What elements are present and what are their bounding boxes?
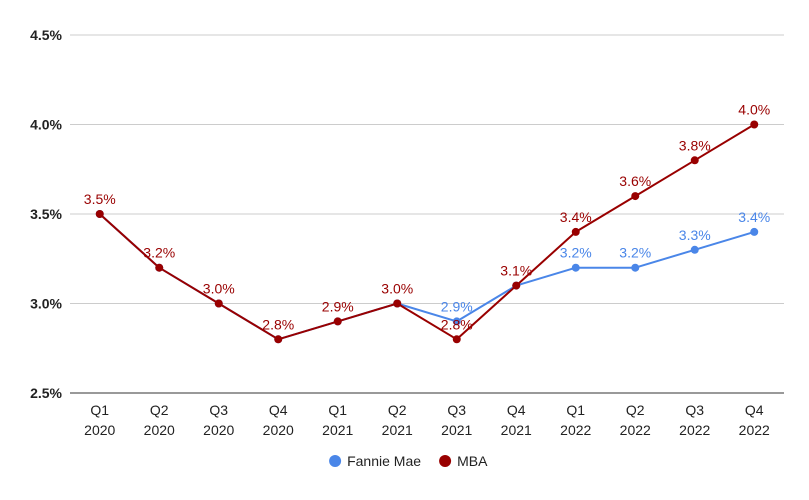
fannie-mae-data-label: 3.3%: [679, 227, 711, 243]
mba-point: [95, 210, 104, 218]
x-tick-label: 2020: [263, 422, 294, 438]
fannie-mae-point: [690, 245, 699, 254]
x-tick-label: Q1: [90, 402, 109, 418]
x-tick-label: Q3: [209, 402, 228, 418]
x-tick-label: 2022: [560, 422, 591, 438]
y-tick-label: 3.0%: [30, 296, 62, 312]
x-tick-label: 2021: [501, 422, 532, 438]
mba-point: [750, 120, 759, 129]
data-labels: 2.9% 3.2% 3.2% 3.3% 3.4% 3.5% 3.2% 3.0% 2.8% 2.9%…: [84, 102, 770, 333]
fannie-mae-point: [571, 263, 580, 272]
mba-point: [274, 335, 283, 344]
legend: Fannie Mae MBA: [329, 453, 488, 469]
x-tick-label: 2021: [382, 422, 413, 438]
fannie-mae-point: [631, 263, 640, 272]
mba-point: [393, 299, 402, 308]
mba-data-label: 3.6%: [619, 173, 651, 189]
mba-data-label: 2.8%: [262, 316, 294, 332]
fannie-mae-legend-marker: [329, 455, 342, 467]
mba-point: [571, 227, 580, 236]
fannie-mae-point: [452, 317, 461, 326]
y-axis: 2.5% 3.0% 3.5% 4.0% 4.5%: [30, 27, 62, 401]
x-tick-label: Q1: [566, 402, 585, 418]
x-tick-label: 2020: [203, 422, 234, 438]
x-tick-label: Q3: [447, 402, 466, 418]
mba-point: [690, 156, 699, 165]
x-tick-label: 2020: [84, 422, 115, 438]
x-tick-label: 2021: [322, 422, 353, 438]
y-tick-label: 4.5%: [30, 27, 62, 43]
mba-data-label: 2.9%: [322, 298, 354, 314]
x-tick-label: 2022: [679, 422, 710, 438]
mba-point: [155, 263, 164, 272]
mba-data-label: 3.5%: [84, 191, 116, 207]
x-tick-label: Q4: [745, 402, 764, 418]
x-tick-label: 2021: [441, 422, 472, 438]
mba-legend-label: MBA: [457, 453, 488, 469]
x-tick-label: Q4: [269, 402, 288, 418]
mba-point: [631, 192, 640, 201]
mba-data-label: 4.0%: [738, 102, 770, 118]
x-tick-label: 2020: [144, 422, 175, 438]
mba-point: [214, 299, 223, 308]
x-tick-label: Q4: [507, 402, 526, 418]
x-axis: Q1 2020 Q2 2020 Q3 2020 Q4 2020 Q1 2021 Q2 2021 Q3 20…: [84, 402, 770, 438]
mba-data-label: 2.8%: [441, 316, 473, 332]
mba-data-label: 3.0%: [381, 281, 413, 297]
y-tick-label: 2.5%: [30, 385, 62, 401]
fannie-mae-legend-label: Fannie Mae: [347, 453, 421, 469]
fannie-mae-point: [750, 227, 759, 236]
mba-point: [333, 317, 342, 326]
x-tick-label: Q2: [388, 402, 407, 418]
mba-data-label: 3.1%: [500, 263, 532, 279]
x-tick-label: Q2: [626, 402, 645, 418]
gridlines: [70, 34, 784, 394]
mba-data-label: 3.8%: [679, 137, 711, 153]
mba-data-label: 3.2%: [143, 245, 175, 261]
fannie-mae-data-label: 3.2%: [560, 245, 592, 261]
x-tick-label: 2022: [739, 422, 770, 438]
mba-point: [452, 335, 461, 344]
mba-data-label: 3.4%: [560, 209, 592, 225]
fannie-mae-data-label: 3.4%: [738, 209, 770, 225]
x-tick-label: Q2: [150, 402, 169, 418]
x-tick-label: 2022: [620, 422, 651, 438]
mba-legend-marker: [439, 455, 452, 467]
mba-line: [99, 123, 755, 341]
mba-data-label: 3.0%: [203, 281, 235, 297]
fannie-mae-data-label: 3.2%: [619, 245, 651, 261]
y-tick-label: 4.0%: [30, 117, 62, 133]
x-tick-label: Q3: [685, 402, 704, 418]
series-layer: [95, 120, 759, 344]
fannie-mae-data-label: 2.9%: [441, 298, 473, 314]
mba-point: [512, 281, 521, 290]
y-tick-label: 3.5%: [30, 206, 62, 222]
x-tick-label: Q1: [328, 402, 347, 418]
